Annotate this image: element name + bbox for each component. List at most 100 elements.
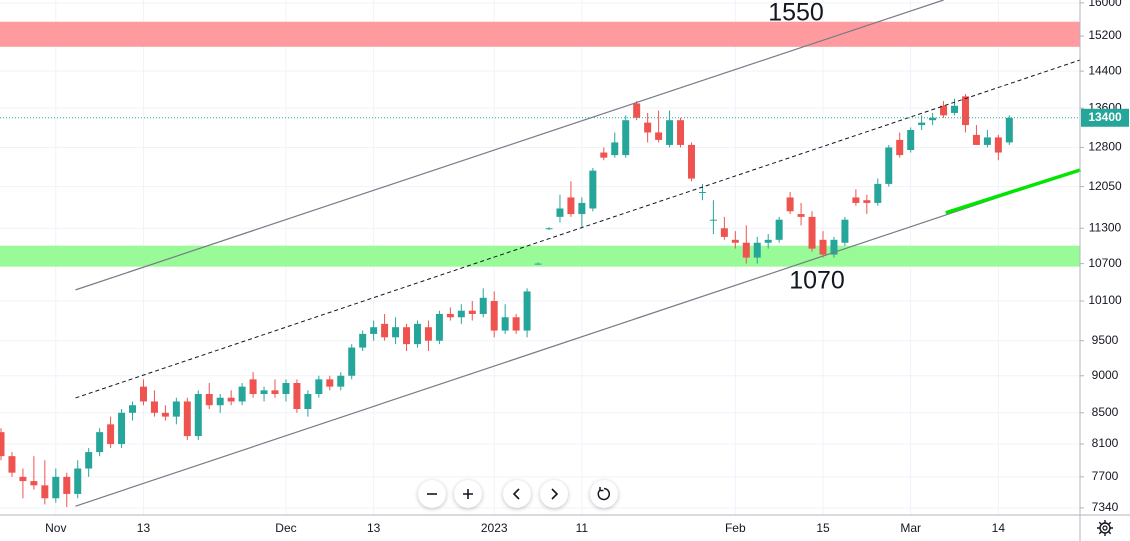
x-tick-label: Mar — [900, 521, 921, 535]
candle-body — [260, 390, 268, 395]
x-tick-label: 13 — [137, 521, 151, 535]
candle-body — [709, 219, 717, 221]
candle-body — [0, 432, 5, 457]
y-tick-label: 11300 — [1089, 220, 1122, 234]
icon — [512, 488, 520, 500]
icon — [551, 488, 559, 500]
candle-body — [183, 401, 191, 437]
candle-body — [687, 144, 695, 179]
candle-body — [96, 432, 104, 453]
candle-body — [534, 263, 542, 265]
x-tick-label: 2023 — [481, 521, 508, 535]
x-tick-label: 15 — [816, 521, 830, 535]
candle-body — [30, 481, 38, 486]
zone — [0, 21, 1080, 47]
candle-body — [994, 137, 1002, 153]
candle-body — [600, 152, 608, 158]
candle-body — [8, 456, 16, 473]
y-tick-label: 8100 — [1092, 436, 1119, 450]
candle-body — [118, 412, 126, 445]
candle-body — [194, 394, 202, 437]
candle-body — [972, 134, 980, 145]
annotation: 1550 — [768, 0, 824, 27]
y-tick-label: 7340 — [1092, 500, 1119, 514]
y-tick-label: 7700 — [1092, 469, 1119, 483]
candle-body — [446, 313, 454, 318]
candle-body — [315, 379, 323, 395]
candle-body — [63, 476, 71, 494]
candle-body — [337, 375, 345, 387]
candle-body — [19, 476, 27, 482]
candle-body — [797, 214, 805, 217]
candle-body — [238, 386, 246, 402]
candle-body — [896, 139, 904, 156]
settings-icon[interactable] — [1097, 520, 1113, 536]
candle-body — [304, 394, 312, 409]
candle-body — [742, 242, 750, 258]
y-tick-label: 15200 — [1088, 28, 1122, 42]
candle-body — [819, 239, 827, 255]
candle-body — [74, 468, 82, 494]
candle-body — [753, 242, 761, 258]
zone — [0, 245, 1080, 267]
candle-body — [961, 96, 969, 126]
candle-body — [698, 191, 706, 193]
candle-body — [293, 382, 301, 409]
candle-body — [457, 310, 465, 318]
candle-body — [611, 142, 619, 156]
scroll-right-button[interactable] — [540, 480, 568, 508]
candle-body — [161, 412, 169, 417]
candle-body — [282, 382, 290, 395]
gear-teeth — [1097, 520, 1113, 536]
candle-body — [370, 327, 378, 334]
candle-body — [666, 120, 674, 145]
trend-line — [945, 168, 1082, 215]
scroll-left-button[interactable] — [503, 480, 531, 508]
zone-layer — [0, 21, 1080, 267]
x-tick-label: Dec — [275, 521, 296, 535]
gear-hub — [1102, 525, 1108, 531]
candle-body — [413, 323, 421, 345]
candle-body — [786, 197, 794, 212]
x-tick-label: 14 — [992, 521, 1006, 535]
candle-body — [545, 228, 553, 230]
candle-body — [918, 122, 926, 126]
candle-body — [852, 197, 860, 203]
candle-body — [622, 120, 630, 156]
reset-button[interactable] — [590, 480, 618, 508]
candle-body — [490, 301, 498, 331]
candle-body — [885, 147, 893, 184]
candle-body — [578, 202, 586, 215]
candle-body — [227, 397, 235, 402]
zoom-in-button[interactable] — [454, 480, 482, 508]
candle-body — [808, 216, 816, 249]
candle-body — [512, 317, 520, 331]
candle-layer — [0, 94, 1013, 508]
y-tick-label: 10700 — [1088, 256, 1122, 270]
candle-body — [589, 170, 597, 209]
zoom-out-button[interactable] — [418, 480, 446, 508]
candle-body — [403, 327, 411, 345]
candle-body — [655, 132, 663, 140]
candle-body — [479, 297, 487, 314]
candle-body — [764, 239, 772, 243]
candle-body — [567, 197, 575, 215]
candle-body — [874, 183, 882, 203]
candle-body — [381, 323, 389, 338]
candle-body — [929, 117, 937, 121]
x-tick-label: Nov — [45, 521, 66, 535]
candle-body — [129, 405, 137, 413]
candle-body — [644, 122, 652, 133]
y-tick-label: 9500 — [1092, 333, 1119, 347]
trend-line — [75, 169, 1081, 507]
candle-body — [348, 347, 356, 376]
y-tick-label: 8500 — [1092, 405, 1119, 419]
candle-body — [107, 424, 115, 445]
x-tick-label: 11 — [576, 521, 589, 535]
candle-body — [216, 397, 224, 406]
candle-body — [677, 120, 685, 145]
trend-line — [75, 0, 944, 291]
